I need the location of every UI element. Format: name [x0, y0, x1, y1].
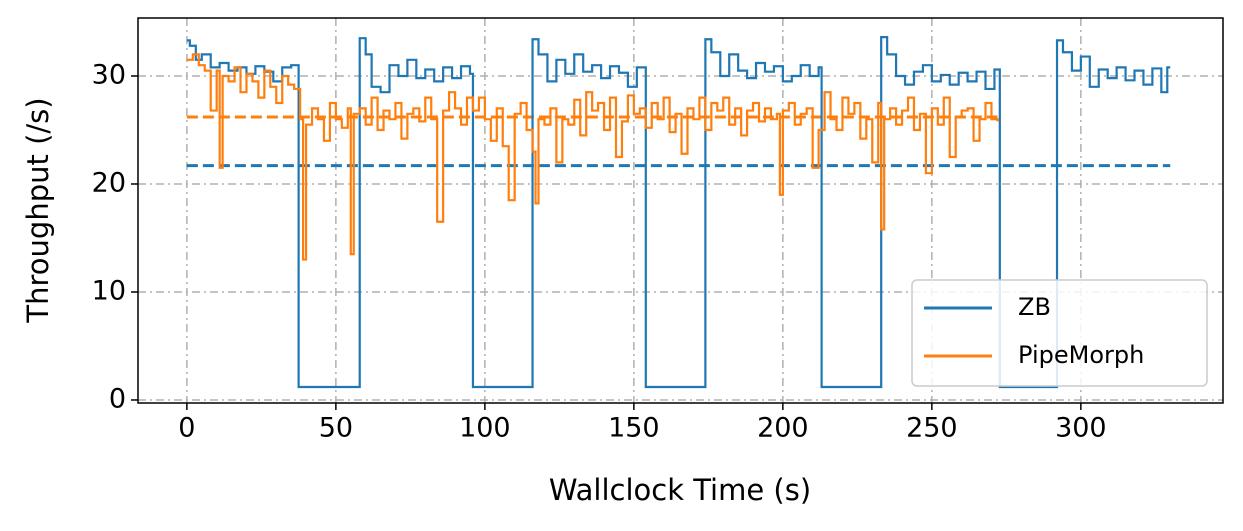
legend-label: ZB	[1018, 293, 1051, 321]
y-tick-label: 10	[92, 275, 126, 306]
y-tick-label: 20	[92, 167, 126, 198]
plot-frame	[137, 17, 1224, 404]
x-tick-label: 0	[178, 413, 195, 444]
y-tick-label: 0	[109, 383, 126, 414]
y-tick-label: 30	[92, 59, 126, 90]
x-tick-label: 300	[1055, 413, 1107, 444]
y-axis-label: Throughput (/s)	[21, 97, 55, 323]
x-tick-label: 200	[757, 413, 809, 444]
series-line	[186, 53, 999, 261]
x-tick-label: 250	[906, 413, 958, 444]
legend-label: PipeMorph	[1018, 341, 1144, 369]
x-tick-label: 150	[608, 413, 660, 444]
x-tick-label: 100	[459, 413, 511, 444]
legend-box	[911, 279, 1208, 387]
x-tick-label: 50	[319, 413, 353, 444]
x-axis-label: Wallclock Time (s)	[549, 473, 811, 507]
